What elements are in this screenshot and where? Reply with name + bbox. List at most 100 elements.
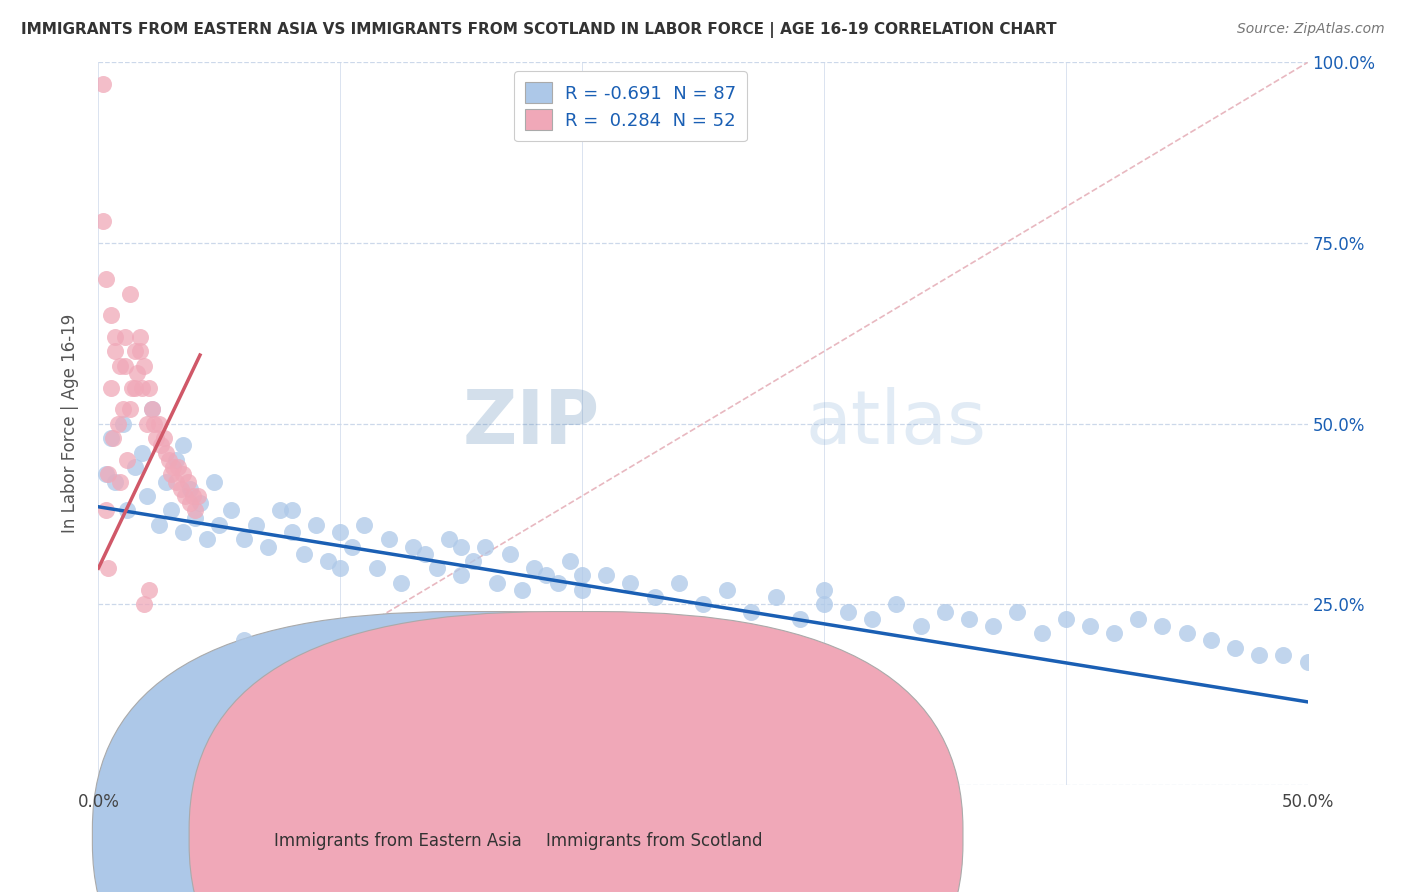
Point	[165, 475, 187, 489]
Point	[179, 482, 201, 496]
Point	[134, 598, 156, 612]
Point	[377, 533, 399, 547]
FancyBboxPatch shape	[93, 612, 866, 892]
Text: Immigrants from Scotland: Immigrants from Scotland	[546, 832, 762, 850]
Point	[117, 503, 139, 517]
Point	[179, 496, 201, 510]
Point	[668, 575, 690, 590]
Y-axis label: In Labor Force | Age 16-19: In Labor Force | Age 16-19	[60, 314, 79, 533]
Point	[692, 598, 714, 612]
Point	[100, 380, 122, 394]
Point	[1007, 605, 1029, 619]
Point	[463, 554, 485, 568]
Point	[221, 503, 243, 517]
Point	[128, 330, 150, 344]
Point	[155, 445, 177, 459]
Point	[523, 561, 546, 575]
Point	[1054, 612, 1077, 626]
Point	[329, 561, 352, 575]
Point	[619, 575, 641, 590]
Point	[208, 517, 231, 532]
Point	[91, 214, 114, 228]
Point	[644, 590, 666, 604]
Point	[118, 402, 141, 417]
Point	[160, 467, 183, 482]
Point	[114, 359, 136, 373]
Point	[187, 489, 209, 503]
Text: Immigrants from Eastern Asia: Immigrants from Eastern Asia	[274, 832, 522, 850]
Point	[195, 533, 218, 547]
Point	[571, 582, 593, 597]
Point	[128, 344, 150, 359]
Point	[152, 431, 174, 445]
Point	[167, 460, 190, 475]
Point	[155, 475, 177, 489]
Point	[184, 503, 207, 517]
Point	[118, 286, 141, 301]
Point	[1152, 619, 1174, 633]
Point	[134, 359, 156, 373]
Point	[135, 417, 157, 431]
Point	[1078, 619, 1101, 633]
Point	[232, 633, 254, 648]
Text: atlas: atlas	[806, 387, 987, 460]
Point	[910, 619, 932, 633]
Point	[111, 402, 134, 417]
Point	[114, 330, 136, 344]
Point	[94, 272, 117, 286]
Point	[162, 460, 184, 475]
Point	[150, 438, 173, 452]
Point	[172, 467, 194, 482]
Point	[117, 452, 139, 467]
Point	[789, 612, 811, 626]
Point	[547, 575, 569, 590]
Point	[837, 605, 859, 619]
Point	[97, 467, 120, 482]
Point	[131, 380, 153, 394]
Point	[1102, 626, 1125, 640]
Point	[108, 359, 131, 373]
Point	[172, 524, 194, 539]
Text: IMMIGRANTS FROM EASTERN ASIA VS IMMIGRANTS FROM SCOTLAND IN LABOR FORCE | AGE 16: IMMIGRANTS FROM EASTERN ASIA VS IMMIGRAN…	[21, 22, 1057, 38]
Point	[1249, 648, 1271, 662]
Point	[716, 582, 738, 597]
Point	[813, 582, 835, 597]
Point	[292, 547, 315, 561]
Point	[100, 308, 122, 322]
Point	[131, 445, 153, 459]
Point	[1223, 640, 1246, 655]
Point	[1296, 655, 1319, 669]
Point	[232, 533, 254, 547]
Point	[366, 561, 388, 575]
Point	[437, 533, 460, 547]
Point	[204, 475, 226, 489]
Legend: R = -0.691  N = 87, R =  0.284  N = 52: R = -0.691 N = 87, R = 0.284 N = 52	[515, 71, 747, 141]
Point	[1031, 626, 1053, 640]
Point	[177, 475, 200, 489]
Point	[169, 482, 191, 496]
Point	[1199, 633, 1222, 648]
Point	[135, 489, 157, 503]
Point	[256, 540, 278, 554]
Point	[486, 575, 509, 590]
Point	[269, 503, 291, 517]
Point	[165, 452, 187, 467]
Point	[91, 77, 114, 91]
FancyBboxPatch shape	[190, 612, 963, 892]
Point	[813, 598, 835, 612]
Point	[498, 547, 520, 561]
Point	[450, 568, 472, 582]
Point	[107, 417, 129, 431]
Point	[765, 590, 787, 604]
Point	[104, 330, 127, 344]
Point	[97, 561, 120, 575]
Point	[245, 517, 267, 532]
Point	[1272, 648, 1295, 662]
Point	[124, 344, 146, 359]
Point	[94, 467, 117, 482]
Point	[124, 460, 146, 475]
Point	[100, 431, 122, 445]
Point	[148, 417, 170, 431]
Point	[184, 510, 207, 524]
Point	[157, 452, 180, 467]
